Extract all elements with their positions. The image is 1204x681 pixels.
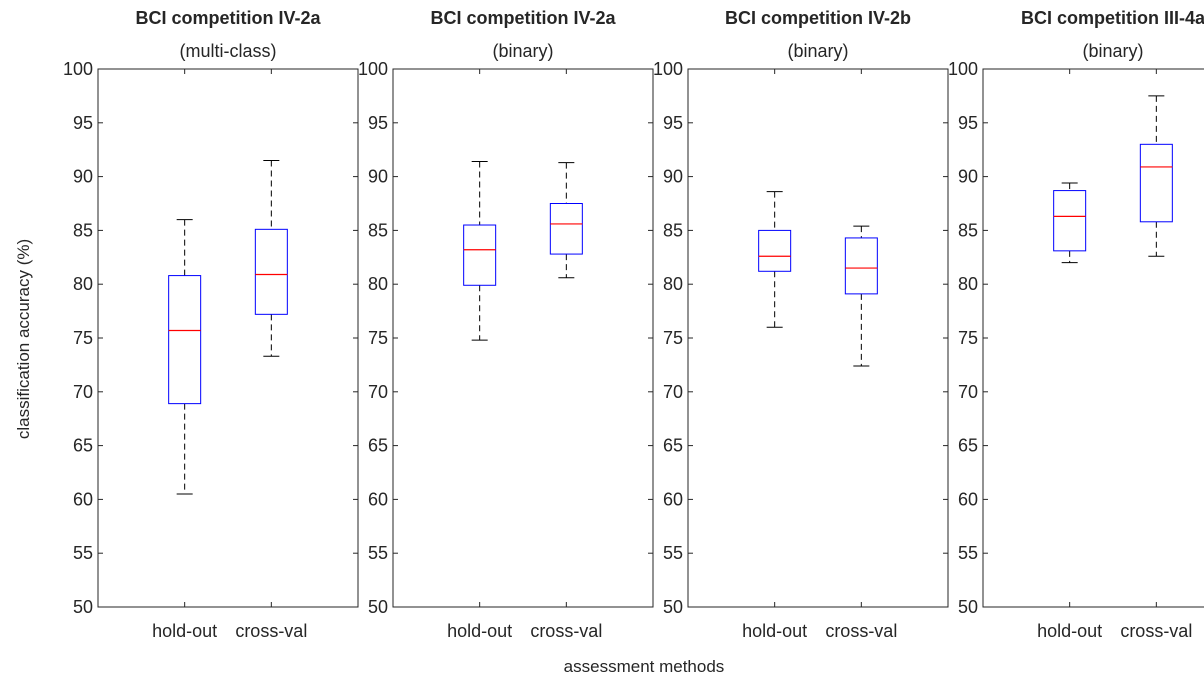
y-tick-label: 90 [73,167,93,187]
box-cross-val [1139,95,1173,257]
axes-frame [392,68,654,608]
y-tick-label: 60 [368,489,388,509]
chart-panel: 50 55 60 65 70 75 80 85 90 95 100 hold-out cross-val… [948,8,1204,641]
iqr-box [168,275,202,405]
x-tick-label: cross-val [235,621,307,641]
y-tick-label: 60 [663,489,683,509]
y-tick-label: 90 [368,167,388,187]
iqr-box [549,203,583,255]
y-tick-label: 80 [368,274,388,294]
y-tick-label: 75 [958,328,978,348]
y-tick-label: 95 [958,113,978,133]
y-tick-label: 65 [958,436,978,456]
chart-panel: 50 55 60 65 70 75 80 85 90 95 100 hold-out cross-val… [653,8,949,641]
box-hold-out [758,191,792,328]
y-tick-label: 80 [73,274,93,294]
iqr-box [254,228,288,315]
y-tick-label: 50 [958,597,978,617]
panel-title: BCI competition III-4a [1021,8,1204,28]
chart-panel: 50 55 60 65 70 75 80 85 90 95 100 hold-out cross-val… [358,8,654,641]
y-tick-label: 70 [958,382,978,402]
y-tick-label: 90 [958,167,978,187]
panel-title: BCI competition IV-2a [430,8,616,28]
y-tick-label: 100 [63,59,93,79]
y-tick-label: 75 [368,328,388,348]
y-tick-label: 55 [958,543,978,563]
y-tick-label: 55 [663,543,683,563]
y-tick-label: 70 [663,382,683,402]
y-tick-label: 100 [653,59,683,79]
iqr-box [844,237,878,295]
chart-panel: 50 55 60 65 70 75 80 85 90 95 100 hold-out cross-val… [63,8,359,641]
y-tick-label: 55 [73,543,93,563]
axes-frame [982,68,1204,608]
y-tick-label: 55 [368,543,388,563]
x-tick-label: hold-out [447,621,512,641]
y-tick-label: 95 [73,113,93,133]
axes-frame [97,68,359,608]
panels: 50 55 60 65 70 75 80 85 90 95 100 hold-out cross-val… [63,8,1204,641]
y-tick-label: 50 [663,597,683,617]
y-tick-label: 70 [73,382,93,402]
box-hold-out [463,161,497,341]
y-tick-label: 75 [663,328,683,348]
y-tick-label: 85 [73,220,93,240]
iqr-box [758,229,792,272]
y-tick-label: 85 [368,220,388,240]
y-tick-label: 60 [73,489,93,509]
y-tick-label: 65 [368,436,388,456]
panel-subtitle: (binary) [492,41,553,61]
iqr-box [463,224,497,286]
panel-title: BCI competition IV-2a [135,8,321,28]
iqr-box [1139,143,1173,223]
panel-subtitle: (binary) [787,41,848,61]
x-tick-label: hold-out [742,621,807,641]
box-hold-out [1053,182,1087,264]
x-axis-label: assessment methods [564,657,725,676]
y-tick-label: 60 [958,489,978,509]
y-tick-label: 70 [368,382,388,402]
y-tick-label: 65 [663,436,683,456]
y-tick-label: 50 [73,597,93,617]
axes-frame [687,68,949,608]
y-tick-label: 90 [663,167,683,187]
panel-subtitle: (multi-class) [180,41,277,61]
y-tick-label: 100 [948,59,978,79]
y-axis-label: classification accuracy (%) [14,239,33,439]
y-tick-label: 85 [958,220,978,240]
box-cross-val [254,159,288,357]
x-tick-label: hold-out [1037,621,1102,641]
y-tick-label: 80 [663,274,683,294]
panel-title: BCI competition IV-2b [725,8,911,28]
y-tick-label: 65 [73,436,93,456]
box-cross-val [549,162,583,279]
box-cross-val [844,225,878,367]
x-tick-label: cross-val [825,621,897,641]
y-tick-label: 75 [73,328,93,348]
y-tick-label: 100 [358,59,388,79]
x-tick-label: cross-val [530,621,602,641]
x-tick-label: cross-val [1120,621,1192,641]
y-tick-label: 50 [368,597,388,617]
y-tick-label: 85 [663,220,683,240]
y-tick-label: 80 [958,274,978,294]
panel-subtitle: (binary) [1082,41,1143,61]
y-tick-label: 95 [368,113,388,133]
box-hold-out [168,219,202,495]
x-tick-label: hold-out [152,621,217,641]
iqr-box [1053,190,1087,252]
y-tick-label: 95 [663,113,683,133]
